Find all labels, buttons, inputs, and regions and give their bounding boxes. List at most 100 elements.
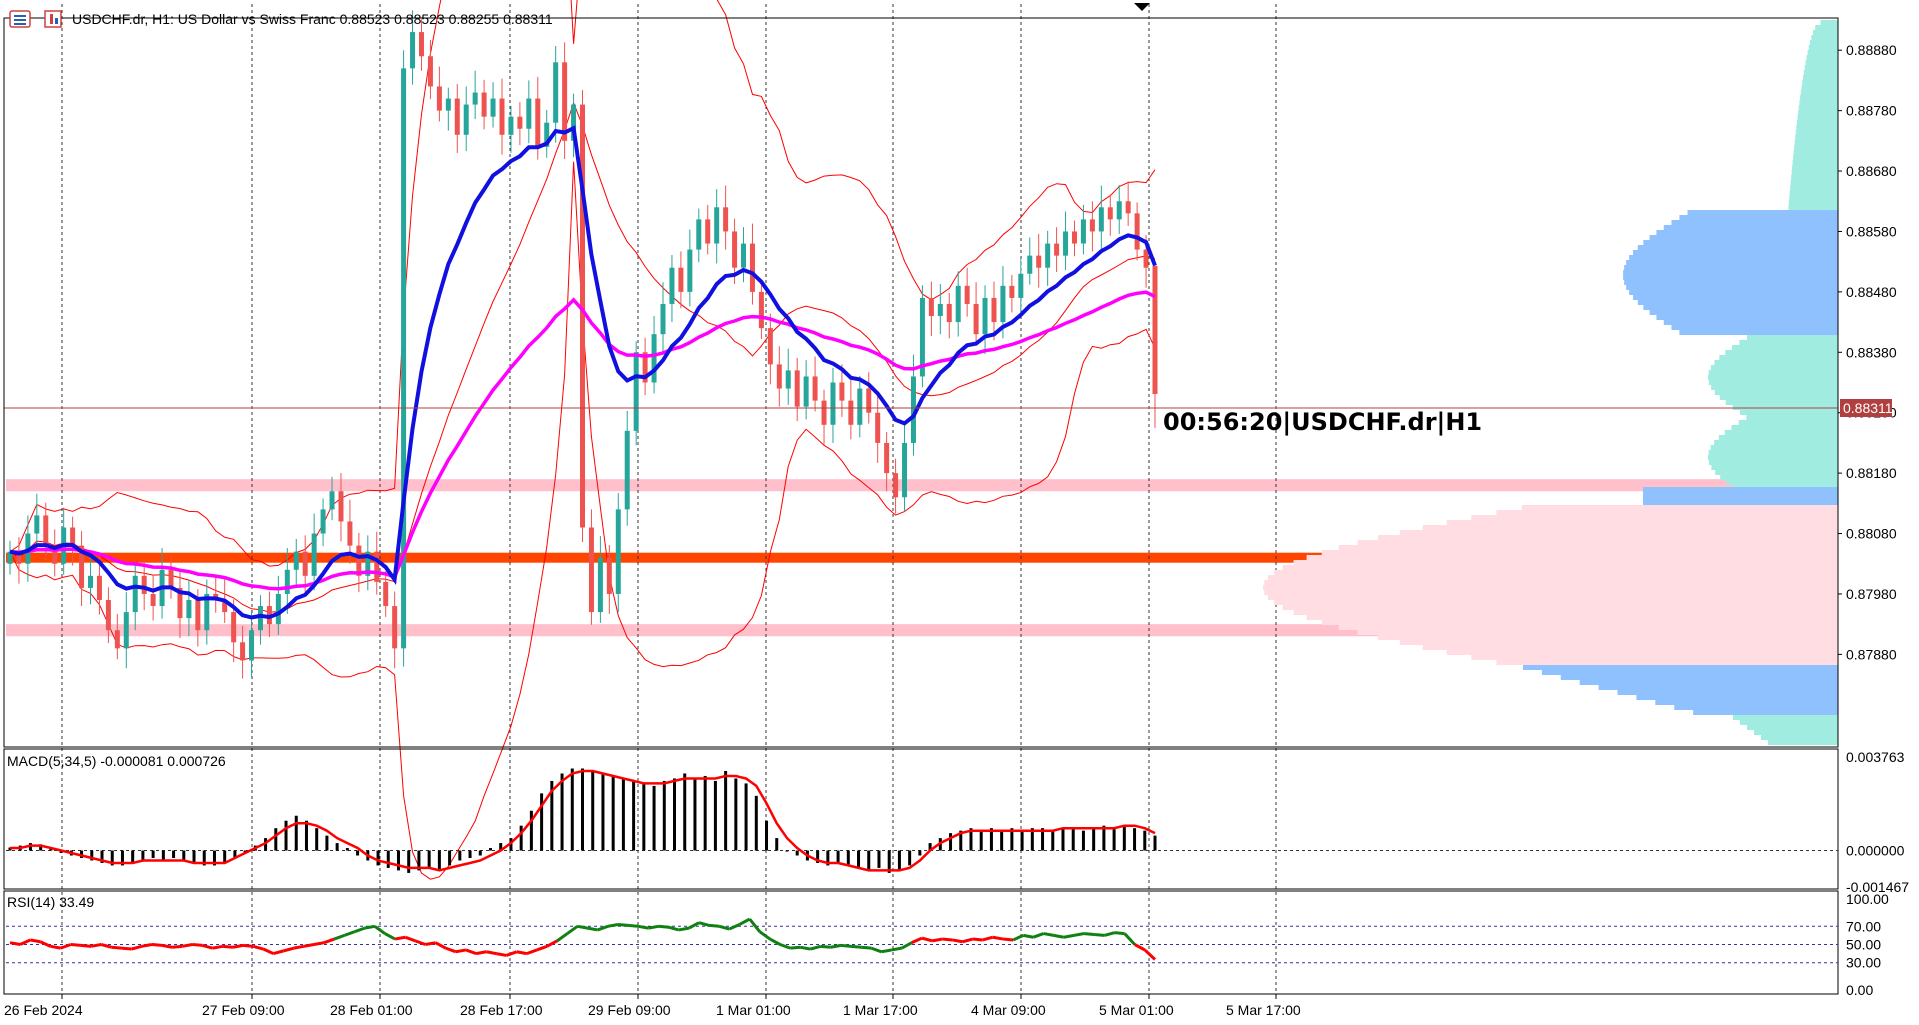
price-tick-label: 0.88380 [1846, 344, 1897, 360]
volume-profile-bar [1399, 640, 1838, 645]
volume-profile-bar [1791, 175, 1838, 180]
rsi-line-segment [678, 926, 690, 932]
candle-body [660, 303, 666, 335]
time-tick-label: 5 Mar 17:00 [1226, 1002, 1301, 1018]
rsi-line-segment [900, 941, 913, 950]
volume-profile-bar [1708, 460, 1838, 465]
volume-profile-bar [1656, 315, 1838, 320]
volume-profile-bar [1768, 740, 1838, 745]
macd-histogram-bar [386, 850, 390, 868]
rsi-line-segment [556, 932, 569, 943]
macd-histogram-bar [172, 850, 176, 858]
rsi-line-segment [870, 946, 882, 954]
candle-body [893, 473, 899, 498]
rsi-line-segment [273, 949, 284, 956]
macd-histogram-bar [816, 850, 820, 863]
chart-window-icon[interactable] [44, 10, 62, 28]
candle-body [34, 515, 40, 534]
rsi-line-segment [465, 948, 477, 956]
candle-body [642, 352, 648, 383]
candle-body [222, 600, 228, 613]
macd-histogram-bar [519, 825, 523, 851]
time-tick-label: 26 Feb 2024 [4, 1002, 83, 1018]
macd-histogram-bar [499, 843, 503, 851]
candle-body [70, 527, 76, 546]
volume-profile-bar [1710, 365, 1838, 370]
volume-profile-bar [1747, 335, 1838, 340]
volume-profile-bar [1263, 585, 1838, 590]
candle-body [472, 92, 478, 105]
candle-body [866, 388, 872, 413]
candle-body [812, 376, 818, 401]
volume-profile-bar [1708, 380, 1838, 385]
volume-profile-bar [1293, 560, 1838, 565]
rsi-line-segment [1094, 932, 1105, 937]
rsi-line-segment [790, 945, 801, 950]
volume-profile-bar [1719, 355, 1838, 360]
macd-tick-label: 0.003763 [1846, 749, 1905, 765]
candle-body [418, 32, 424, 57]
candle-body [1134, 213, 1140, 250]
macd-histogram-bar [100, 850, 104, 863]
macd-histogram-bar [1133, 828, 1137, 851]
volume-profile-bar [1714, 390, 1838, 395]
volume-profile-bar [1740, 720, 1838, 725]
volume-profile-bar [1643, 240, 1838, 245]
macd-histogram-bar [120, 850, 124, 866]
candle-body [392, 606, 398, 649]
macd-histogram-bar [131, 850, 135, 863]
macd-histogram-bar [417, 850, 421, 871]
rsi-line-segment [952, 938, 963, 944]
candle-body [311, 533, 317, 576]
macd-histogram-bar [1153, 835, 1157, 851]
rsi-line-segment [1002, 937, 1014, 942]
candle-body [553, 62, 559, 123]
volume-profile-bar [1656, 230, 1838, 235]
candle-body [257, 606, 263, 631]
price-tick-label: 0.88880 [1846, 42, 1897, 58]
rsi-line-segment [364, 924, 376, 930]
volume-profile-bar [1800, 95, 1838, 100]
candle-body [1036, 255, 1042, 268]
macd-histogram-bar [540, 793, 544, 851]
rsi-line-segment [181, 943, 193, 948]
volume-profile-bar [1790, 185, 1838, 190]
volume-profile-bar [1789, 190, 1838, 195]
price-tick-label: 0.88680 [1846, 163, 1897, 179]
rsi-line-segment [131, 944, 143, 951]
macd-histogram-bar [274, 828, 278, 851]
rsi-line-segment [1143, 948, 1157, 961]
price-tick-label: 0.87980 [1846, 586, 1897, 602]
shift-marker-icon[interactable] [1134, 3, 1150, 11]
volume-profile-bar [1796, 120, 1838, 125]
rsi-line-segment [982, 935, 994, 942]
rsi-line-segment [313, 941, 325, 946]
rsi-line-segment [597, 924, 609, 932]
macd-histogram-bar [765, 820, 769, 851]
macd-histogram-bar [949, 833, 953, 851]
rsi-line-segment [577, 924, 588, 930]
rsi-line-segment [931, 937, 943, 943]
chart-menu-icon[interactable] [9, 10, 31, 28]
volume-profile-bar [1788, 205, 1838, 210]
macd-histogram-bar [683, 773, 687, 851]
rsi-line-segment [881, 948, 892, 954]
volume-profile-bar [1643, 487, 1838, 492]
macd-histogram-bar [141, 850, 145, 861]
price-tick-label: 0.88780 [1846, 103, 1897, 119]
volume-profile-bar [1708, 370, 1838, 375]
volume-profile-bar [1714, 440, 1838, 445]
rsi-line-segment [496, 952, 507, 957]
macd-histogram-bar [1102, 825, 1106, 851]
volume-profile-bar [1617, 690, 1838, 695]
rsi-line-segment [60, 943, 72, 950]
candle-body [454, 98, 460, 135]
volume-profile-bar [1629, 255, 1838, 260]
candle-body [123, 612, 129, 649]
macd-histogram-bar [621, 778, 625, 851]
rsi-tick-label: 50.00 [1846, 937, 1881, 953]
candle-body [481, 92, 487, 117]
macd-histogram-bar [1000, 830, 1004, 851]
macd-histogram-bar [294, 815, 298, 851]
